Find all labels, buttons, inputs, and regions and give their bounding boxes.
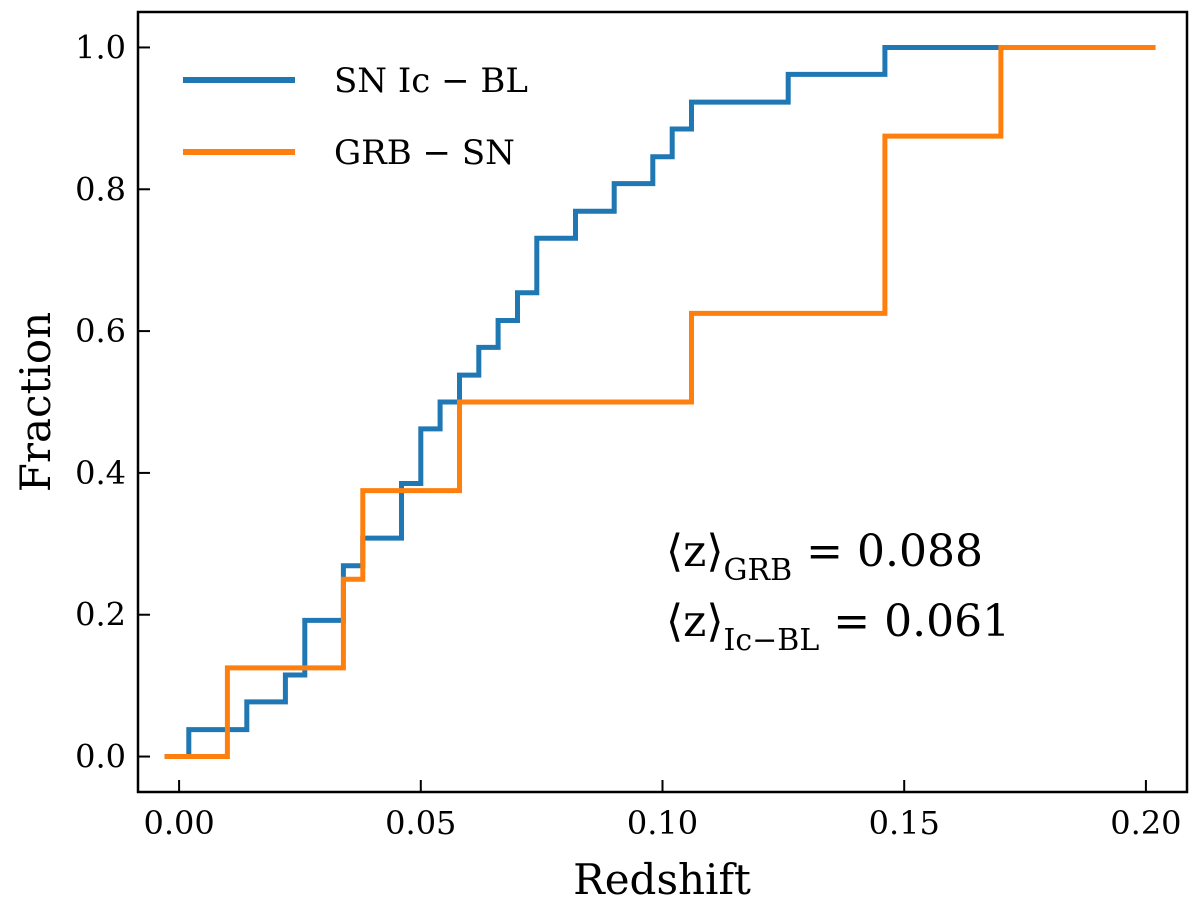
y-tick-label: 0.4 <box>75 454 126 492</box>
x-tick-label: 0.05 <box>385 804 456 842</box>
annotation-icbl-subscript: Ic−BL <box>724 623 820 658</box>
annotation-grb-symbol: ⟨z⟩ <box>666 526 724 577</box>
y-tick-label: 0.2 <box>75 596 126 634</box>
legend-label-sn-ic-bl: SN Ic − BL <box>334 61 528 101</box>
annotation-grb-mean: ⟨z⟩GRB = 0.088 <box>666 526 983 588</box>
annotation-icbl-mean: ⟨z⟩Ic−BL = 0.061 <box>666 596 1010 658</box>
x-tick-label: 0.00 <box>143 804 214 842</box>
legend-label-grb-sn: GRB − SN <box>334 133 515 173</box>
annotation-grb-value: = 0.088 <box>806 526 983 577</box>
legend: SN Ic − BL GRB − SN <box>183 61 528 173</box>
y-axis-title: Fraction <box>11 312 60 492</box>
x-axis-title: Redshift <box>573 855 751 904</box>
y-tick-label: 0.8 <box>75 170 126 208</box>
annotation-icbl-symbol: ⟨z⟩ <box>666 596 724 647</box>
x-tick-label: 0.10 <box>627 804 698 842</box>
y-tick-label: 0.0 <box>75 738 126 776</box>
series-line-grb-sn <box>164 45 1156 759</box>
y-tick-label: 0.6 <box>75 312 126 350</box>
annotation-grb-subscript: GRB <box>724 553 793 588</box>
annotation-icbl-value: = 0.061 <box>833 596 1010 647</box>
y-tick-label: 1.0 <box>75 28 126 66</box>
series-layer <box>164 45 1156 759</box>
ticks-layer: 0.00 0.05 0.10 0.15 0.20 0.0 0.2 0.4 0.6 0.8 1.0 <box>75 28 1181 842</box>
x-tick-label: 0.20 <box>1110 804 1181 842</box>
x-tick-label: 0.15 <box>869 804 940 842</box>
